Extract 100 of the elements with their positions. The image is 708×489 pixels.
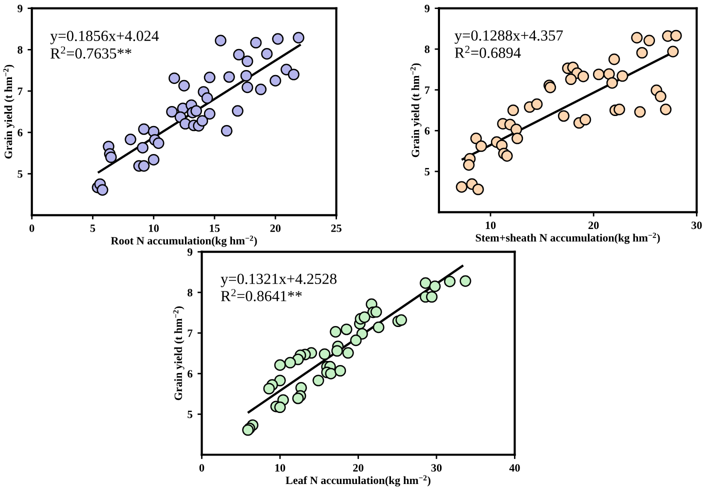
point xyxy=(631,32,643,44)
point xyxy=(274,359,286,371)
x-tick-label: 40 xyxy=(509,464,520,472)
point xyxy=(204,108,216,120)
point xyxy=(190,105,202,117)
point xyxy=(616,70,628,82)
point xyxy=(292,392,304,404)
annotation: R$^{2}$=0.7635** xyxy=(50,46,132,59)
point xyxy=(342,347,354,359)
y-tick-label: 7 xyxy=(188,330,192,337)
x-tick-label: 10 xyxy=(275,464,286,472)
point xyxy=(250,36,262,48)
point xyxy=(201,92,213,104)
point xyxy=(292,32,304,44)
point xyxy=(138,160,150,172)
x-tick-label: 0 xyxy=(30,224,34,232)
x-tick-label: 25 xyxy=(331,224,342,232)
y-tick-label: 9 xyxy=(18,4,22,12)
point xyxy=(220,124,232,137)
point xyxy=(223,71,235,83)
point xyxy=(331,345,343,357)
point xyxy=(475,140,487,152)
point xyxy=(340,324,352,336)
point xyxy=(148,154,160,166)
point xyxy=(330,326,342,338)
point xyxy=(325,368,337,380)
point xyxy=(272,33,284,45)
y-axis-title: Grain yield (t hm$^{−2}$) xyxy=(173,306,184,400)
point xyxy=(670,30,682,42)
point xyxy=(660,104,672,116)
y-tick-label: 5 xyxy=(424,168,430,176)
point xyxy=(274,402,286,414)
point xyxy=(168,72,180,84)
point xyxy=(608,54,620,66)
x-tick-label: 30 xyxy=(692,222,702,230)
point xyxy=(136,142,148,154)
point xyxy=(358,311,370,323)
point xyxy=(580,114,592,126)
point xyxy=(270,74,282,86)
point xyxy=(501,150,513,162)
point xyxy=(318,348,330,360)
point xyxy=(643,34,656,46)
annotation: y=0.1288x+4.357 xyxy=(454,30,563,44)
point xyxy=(284,356,296,368)
point xyxy=(263,382,275,394)
point xyxy=(233,48,245,60)
annotation: y=0.1321x+4.2528 xyxy=(220,274,337,288)
point xyxy=(96,184,108,196)
x-tick-label: 15 xyxy=(210,224,220,232)
point xyxy=(654,90,666,102)
x-tick-label: 20 xyxy=(588,222,599,230)
point xyxy=(372,322,384,334)
x-tick-label: 5 xyxy=(90,224,96,232)
point xyxy=(463,159,475,171)
point xyxy=(531,98,543,110)
point xyxy=(240,70,252,82)
point xyxy=(565,74,577,86)
y-tick-label: 7 xyxy=(18,88,23,95)
y-tick-label: 6 xyxy=(18,128,23,136)
point xyxy=(105,151,117,164)
x-tick-label: 30 xyxy=(431,464,442,472)
point xyxy=(166,106,178,118)
point xyxy=(558,110,570,122)
y-tick-label: 8 xyxy=(18,46,22,54)
y-tick-label: 6 xyxy=(188,370,192,378)
point xyxy=(636,46,648,59)
point xyxy=(255,84,267,96)
point xyxy=(288,68,300,80)
x-axis-title: Leaf N accumulation(kg hm$^{−2}$) xyxy=(286,475,430,486)
point xyxy=(214,34,226,46)
point xyxy=(634,106,646,118)
x-axis-title: Stem+sheath N accumulation(kg hm$^{−2}$) xyxy=(476,232,660,244)
x-axis-title: Root N accumulation(kg hm$^{−2}$) xyxy=(110,236,257,247)
point xyxy=(606,77,618,89)
annotation: R$^{2}$=0.8641** xyxy=(220,289,302,302)
point xyxy=(578,70,590,82)
point xyxy=(472,184,484,196)
point xyxy=(350,334,362,346)
point xyxy=(396,314,408,326)
point xyxy=(138,123,150,135)
point xyxy=(232,105,244,117)
point xyxy=(603,68,615,80)
x-tick-label: 20 xyxy=(353,464,364,472)
annotation: R$^{2}$=0.6894 xyxy=(454,46,521,58)
point xyxy=(614,104,626,116)
point xyxy=(460,275,472,287)
point xyxy=(312,374,324,386)
point xyxy=(152,137,164,149)
point xyxy=(242,55,254,68)
y-axis-title: Grain yield (t hm$^{−2}$) xyxy=(3,64,14,159)
point xyxy=(196,115,208,127)
y-tick-label: 5 xyxy=(18,170,22,178)
point xyxy=(429,280,441,292)
point xyxy=(334,364,346,377)
y-tick-label: 9 xyxy=(424,4,430,12)
y-tick-label: 6 xyxy=(424,127,430,135)
point xyxy=(444,276,456,288)
point xyxy=(124,134,136,146)
point xyxy=(592,68,605,80)
y-axis-title: Grain yield (t hm$^{−2}$) xyxy=(410,63,422,158)
